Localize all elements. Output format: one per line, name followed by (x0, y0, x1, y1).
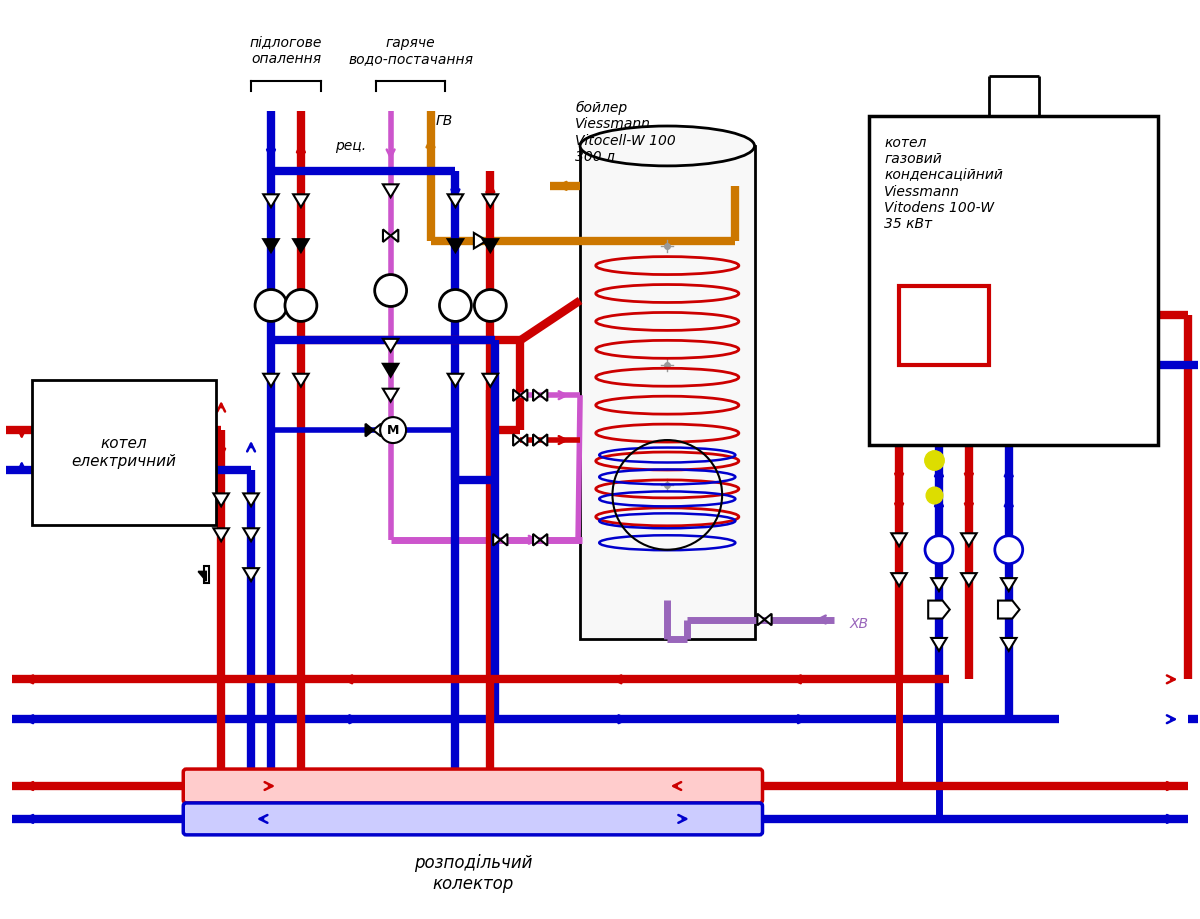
Polygon shape (514, 390, 521, 401)
Polygon shape (383, 339, 398, 352)
Circle shape (284, 289, 317, 322)
Polygon shape (383, 389, 398, 402)
Polygon shape (293, 374, 308, 387)
Bar (204, 566, 209, 584)
Text: рец.: рец. (335, 139, 366, 153)
Polygon shape (244, 528, 259, 541)
Text: ХВ: ХВ (850, 618, 869, 631)
Text: ГВ: ГВ (436, 114, 452, 128)
Bar (31, 380, 216, 525)
Polygon shape (998, 601, 1020, 618)
Polygon shape (383, 230, 391, 242)
Polygon shape (1001, 638, 1016, 651)
Circle shape (439, 289, 472, 322)
Text: бойлер
Viessmann
Vitocell-W 100
300 л: бойлер Viessmann Vitocell-W 100 300 л (575, 101, 676, 164)
Circle shape (380, 417, 406, 443)
Text: котел
газовий
конденсаційний
Viessmann
Vitodens 100-W
35 кВт: котел газовий конденсаційний Viessmann V… (884, 136, 1003, 231)
Polygon shape (214, 494, 229, 506)
Polygon shape (540, 434, 547, 446)
Polygon shape (500, 534, 508, 546)
Polygon shape (263, 194, 278, 208)
Polygon shape (931, 578, 947, 591)
FancyBboxPatch shape (184, 769, 762, 803)
Polygon shape (764, 614, 772, 625)
Text: гаряче
водо-постачання: гаряче водо-постачання (348, 36, 473, 66)
Polygon shape (533, 534, 540, 546)
Circle shape (256, 289, 287, 322)
Polygon shape (931, 638, 947, 651)
Polygon shape (482, 374, 498, 387)
FancyBboxPatch shape (184, 803, 762, 834)
Polygon shape (540, 390, 547, 401)
Polygon shape (214, 528, 229, 541)
Polygon shape (366, 424, 373, 437)
Circle shape (925, 536, 953, 563)
Circle shape (474, 289, 506, 322)
Circle shape (995, 536, 1022, 563)
Polygon shape (521, 434, 527, 446)
Bar (869, 116, 1158, 445)
Polygon shape (757, 614, 764, 625)
Polygon shape (383, 364, 398, 377)
Ellipse shape (580, 126, 755, 166)
Bar (580, 146, 755, 640)
Text: M: M (386, 424, 400, 437)
Polygon shape (892, 573, 907, 586)
Polygon shape (448, 239, 463, 252)
Text: підлогове
опалення: підлогове опалення (250, 36, 322, 66)
Polygon shape (961, 573, 977, 586)
Polygon shape (482, 239, 498, 252)
Polygon shape (521, 390, 527, 401)
Polygon shape (448, 194, 463, 208)
Polygon shape (514, 434, 521, 446)
Polygon shape (493, 534, 500, 546)
Polygon shape (383, 185, 398, 198)
Polygon shape (961, 533, 977, 546)
Polygon shape (929, 601, 949, 618)
Polygon shape (448, 374, 463, 387)
Polygon shape (263, 239, 278, 252)
Bar (899, 286, 989, 365)
Polygon shape (391, 230, 398, 242)
Polygon shape (263, 374, 278, 387)
Polygon shape (474, 233, 487, 248)
Polygon shape (293, 239, 308, 252)
Polygon shape (533, 390, 540, 401)
Polygon shape (482, 194, 498, 208)
Text: котел
електричний: котел електричний (72, 437, 176, 469)
Polygon shape (373, 424, 380, 437)
Polygon shape (892, 533, 907, 546)
Polygon shape (244, 568, 259, 581)
Polygon shape (533, 434, 540, 446)
Polygon shape (540, 534, 547, 546)
Polygon shape (198, 572, 206, 581)
Circle shape (374, 275, 407, 306)
Polygon shape (244, 494, 259, 506)
Polygon shape (293, 194, 308, 208)
Polygon shape (1001, 578, 1016, 591)
Text: розподільчий
колектор: розподільчий колектор (414, 854, 532, 892)
